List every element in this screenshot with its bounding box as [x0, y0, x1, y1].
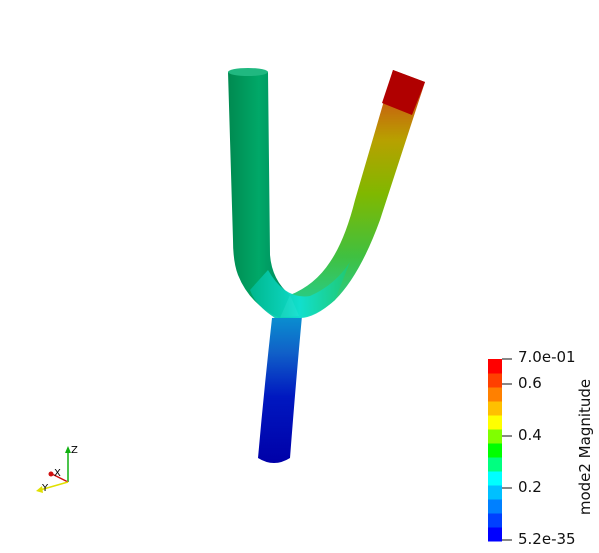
- scalar-bar-band: [488, 513, 502, 528]
- y-pipe-mesh[interactable]: [228, 68, 425, 463]
- scalar-bar-band: [488, 359, 502, 374]
- scalar-bar-band: [488, 415, 502, 430]
- left-tube: [228, 72, 290, 318]
- scalar-bar-tick-0-2: 0.2: [518, 478, 542, 496]
- scalar-bar-band: [488, 443, 502, 458]
- y-axis-arrow: [36, 486, 43, 493]
- right-tube-tip: [382, 70, 425, 115]
- scalar-bar-ticks: [502, 358, 512, 541]
- joint: [250, 262, 350, 318]
- scalar-bar-band: [488, 401, 502, 416]
- scalar-bar-title: mode2 Magnitude: [576, 378, 594, 516]
- orientation-axes: Z X Y: [36, 445, 78, 494]
- scalar-bar-tick-0-4: 0.4: [518, 426, 542, 444]
- z-axis-arrow: [65, 446, 71, 453]
- scalar-bar-max-label: 7.0e-01: [518, 348, 576, 366]
- scalar-bar-band: [488, 429, 502, 444]
- scalar-bar-band: [488, 387, 502, 402]
- x-axis-label: X: [54, 468, 61, 479]
- scalar-bar-band: [488, 499, 502, 514]
- scalar-bar-band: [488, 457, 502, 472]
- y-axis-line: [39, 481, 69, 491]
- scalar-bar-band: [488, 485, 502, 500]
- bottom-tube: [258, 316, 302, 463]
- scalar-bar-band: [488, 527, 502, 542]
- scalar-bar-band: [488, 471, 502, 486]
- scalar-bar-band: [488, 373, 502, 388]
- left-tube-opening: [228, 68, 268, 76]
- x-axis-arrow: [48, 471, 54, 477]
- z-axis-label: Z: [71, 445, 78, 456]
- x-axis-line: [51, 473, 69, 483]
- scalar-bar-min-label: 5.2e-35: [518, 530, 576, 548]
- scalar-bar-tick-0-6: 0.6: [518, 374, 542, 392]
- scalar-bar-bands: [488, 359, 502, 542]
- right-tube: [290, 70, 425, 318]
- y-axis-label: Y: [41, 483, 49, 494]
